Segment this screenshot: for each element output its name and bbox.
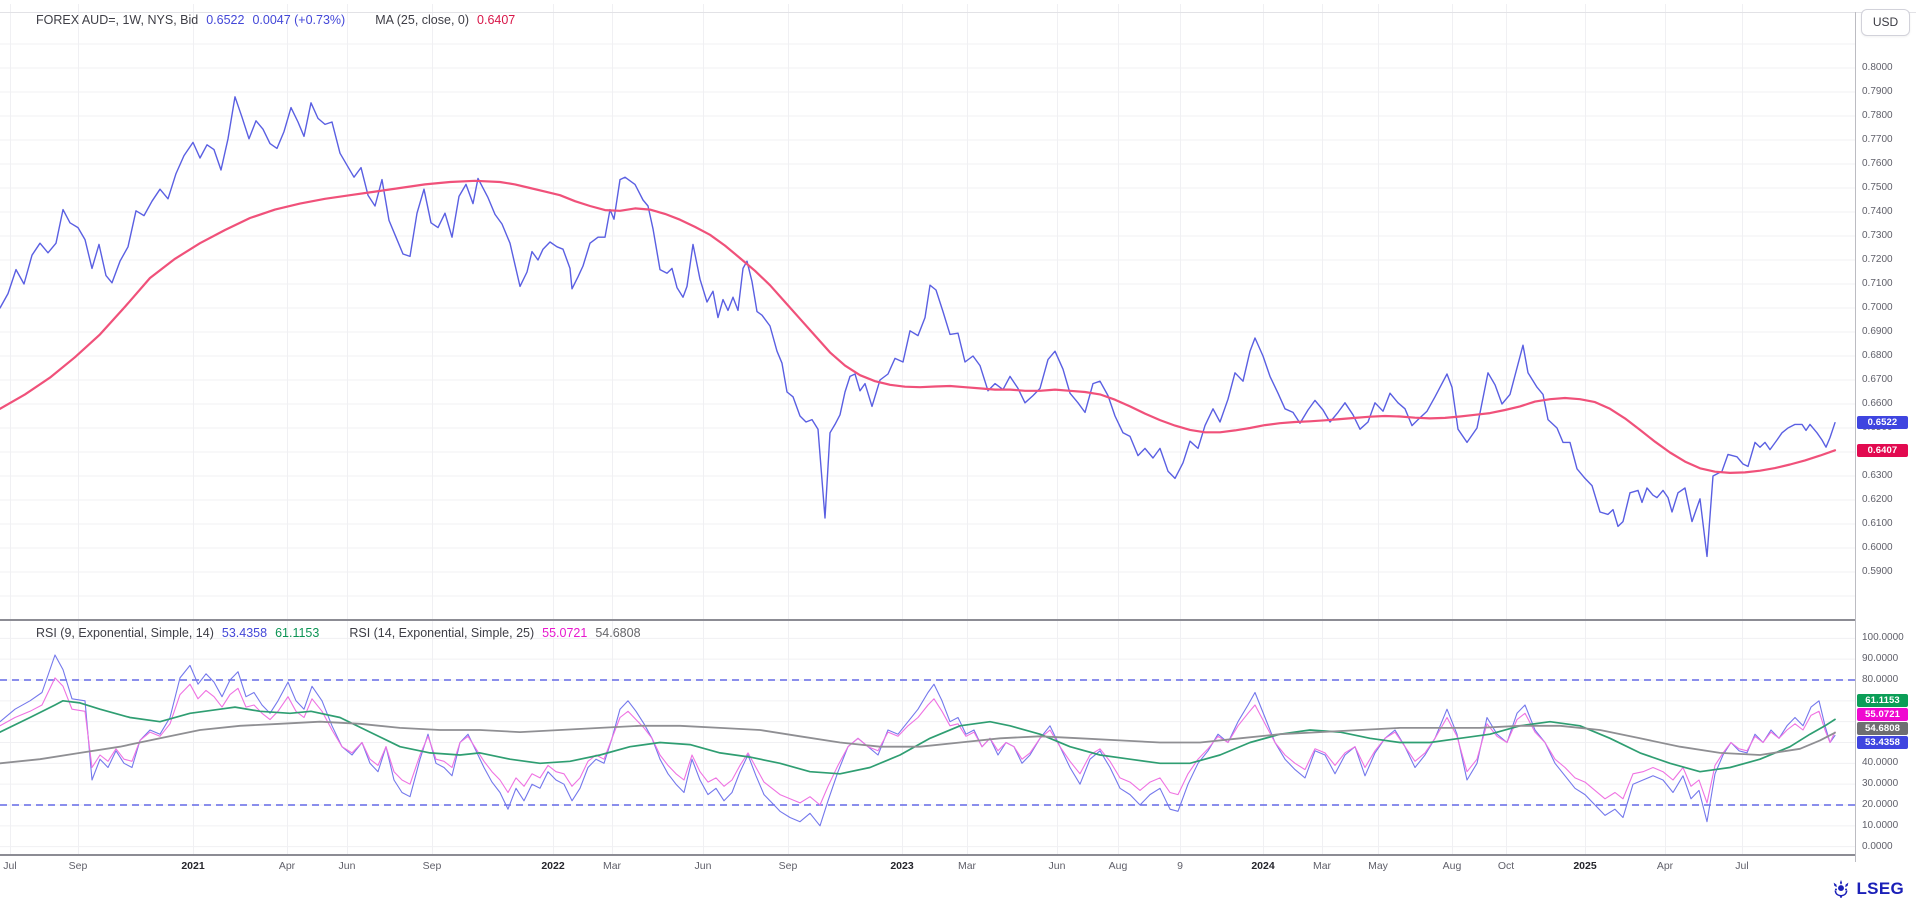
- rsi2-value: 55.0721: [542, 626, 588, 640]
- price-axis-tick: 0.5900: [1862, 566, 1893, 577]
- last-price-value: 0.6522: [206, 13, 245, 27]
- x-axis-tick: May: [1368, 860, 1388, 872]
- x-axis-tick: 2023: [890, 860, 914, 872]
- x-axis-tick: Sep: [422, 860, 442, 872]
- price-axis-badge: 0.6407: [1857, 443, 1908, 457]
- rsi-axis-badge: 61.1153: [1857, 694, 1908, 707]
- currency-axis-button[interactable]: USD: [1861, 9, 1910, 36]
- price-axis-tick: 0.7200: [1862, 254, 1893, 265]
- ma-legend-label: MA (25, close, 0): [375, 13, 470, 27]
- x-axis-tick: 2025: [1573, 860, 1597, 872]
- price-axis-tick: 0.7500: [1862, 182, 1893, 193]
- x-axis-tick: 9: [1177, 860, 1183, 872]
- price-axis-tick: 0.6700: [1862, 374, 1893, 385]
- rsi-axis-tick: 100.0000: [1862, 632, 1904, 644]
- rsi-legend[interactable]: RSI (9, Exponential, Simple, 14) 53.4358…: [36, 626, 641, 640]
- x-axis-tick: Oct: [1497, 860, 1515, 872]
- rsi1-value: 53.4358: [221, 626, 268, 640]
- rsi-axis-tick: 20.0000: [1862, 799, 1899, 810]
- x-axis-tick: 2021: [181, 860, 205, 872]
- price-axis-tick: 0.7400: [1862, 206, 1893, 217]
- price-legend[interactable]: FOREX AUD=, 1W, NYS, Bid 0.6522 0.0047 (…: [36, 13, 515, 27]
- x-axis-tick: 2022: [541, 860, 565, 872]
- rsi-axis-tick: 80.0000: [1862, 674, 1899, 685]
- price-axis-tick: 0.6000: [1862, 542, 1893, 553]
- x-axis-tick: Jun: [694, 860, 712, 872]
- price-axis-tick: 0.7800: [1862, 110, 1893, 121]
- lseg-brand-text: LSEG: [1856, 879, 1904, 898]
- x-axis-tick: Sep: [778, 860, 798, 872]
- price-change-value: 0.0047 (+0.73%): [252, 13, 346, 27]
- price-axis-tick: 0.6900: [1862, 326, 1893, 337]
- x-axis-tick: Aug: [1108, 860, 1128, 872]
- price-axis-tick: 0.7000: [1862, 302, 1893, 313]
- x-axis-tick: Sep: [68, 860, 88, 872]
- lseg-logo: LSEG: [1830, 878, 1905, 900]
- rsi14-line: [0, 677, 1836, 806]
- price-axis-tick: 0.6300: [1862, 470, 1893, 481]
- rsi-axis-tick: 10.0000: [1862, 819, 1899, 831]
- rsi-smooth-gray-line: [0, 720, 1836, 765]
- rsi2-smooth-value: 54.6808: [595, 626, 641, 640]
- price-axis-tick: 0.7900: [1862, 86, 1893, 97]
- x-axis-tick: Jul: [3, 860, 17, 872]
- x-axis-tick: Jun: [338, 860, 356, 872]
- price-axis-tick: 0.8000: [1862, 62, 1893, 73]
- rsi-axis-tick: 30.0000: [1862, 778, 1899, 790]
- ma-value: 0.6407: [477, 13, 516, 27]
- x-axis-tick: 2024: [1251, 860, 1275, 872]
- rsi-smooth-green-line: [0, 699, 1836, 775]
- price-axis-tick: 0.7600: [1862, 158, 1893, 169]
- instrument-title: FOREX AUD=, 1W, NYS, Bid: [36, 13, 199, 27]
- rsi-axis-badge: 53.4358: [1857, 736, 1908, 749]
- x-axis-tick: Mar: [1312, 860, 1332, 872]
- price-axis-tick: 0.7700: [1862, 134, 1893, 145]
- price-axis-tick: 0.6200: [1862, 494, 1893, 505]
- lseg-crest-icon: [1833, 879, 1848, 898]
- price-axis-tick: 0.6600: [1862, 398, 1893, 409]
- rsi2-label: RSI (14, Exponential, Simple, 25): [349, 626, 535, 640]
- price-axis-tick: 0.7100: [1862, 278, 1893, 289]
- x-axis-tick: Mar: [957, 860, 977, 872]
- x-axis-tick: Aug: [1442, 860, 1462, 872]
- rsi1-label: RSI (9, Exponential, Simple, 14): [36, 626, 214, 640]
- bid-line: [0, 96, 1836, 558]
- x-axis-tick: Mar: [602, 860, 622, 872]
- rsi-axis-tick: 0.0000: [1862, 840, 1893, 852]
- x-axis-tick: Apr: [1656, 860, 1674, 872]
- ma-line: [0, 179, 1837, 474]
- price-axis-tick: 0.6100: [1862, 518, 1893, 529]
- rsi-axis-tick: 40.0000: [1862, 757, 1899, 769]
- price-axis-tick: 0.7300: [1862, 230, 1893, 241]
- x-axis-tick: Apr: [278, 860, 296, 872]
- x-axis-tick: Jul: [1735, 860, 1749, 872]
- price-axis-badge: 0.6522: [1857, 416, 1908, 430]
- rsi-axis-tick: 90.0000: [1862, 653, 1899, 665]
- rsi-axis-badge: 55.0721: [1857, 708, 1908, 721]
- x-axis-tick: Jun: [1048, 860, 1066, 872]
- rsi1-smooth-value: 61.1153: [275, 626, 320, 640]
- price-axis-tick: 0.6800: [1862, 350, 1893, 361]
- rsi-axis-badge: 54.6808: [1857, 722, 1908, 735]
